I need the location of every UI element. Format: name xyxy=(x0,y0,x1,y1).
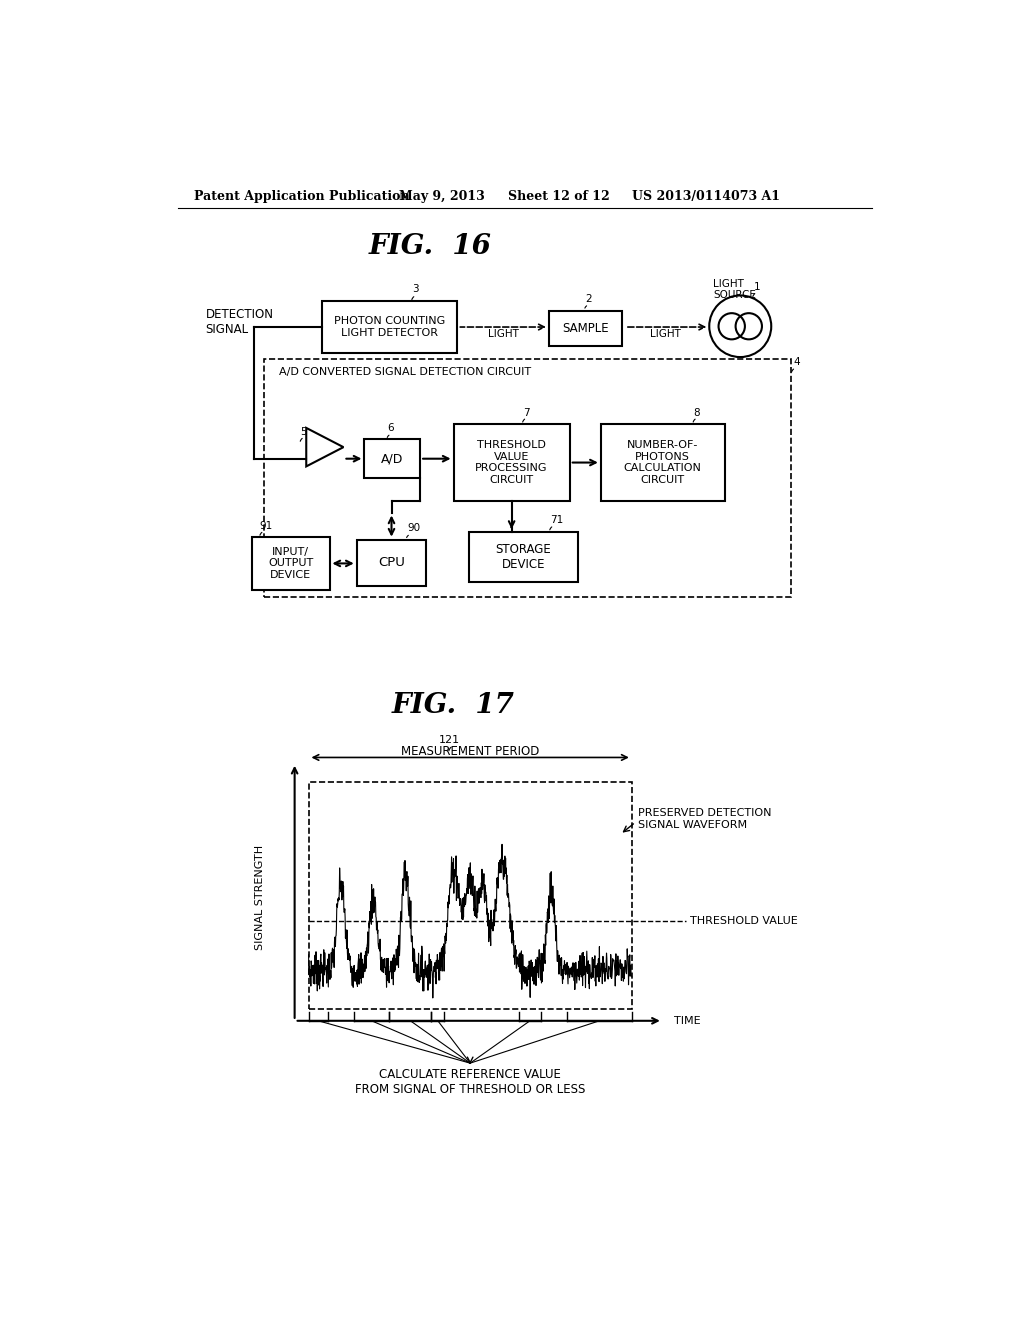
Text: CPU: CPU xyxy=(378,556,404,569)
Text: 71: 71 xyxy=(550,515,563,525)
FancyBboxPatch shape xyxy=(549,312,623,346)
Text: SAMPLE: SAMPLE xyxy=(562,322,609,335)
Text: US 2013/0114073 A1: US 2013/0114073 A1 xyxy=(632,190,779,203)
Text: FIG.  17: FIG. 17 xyxy=(392,692,515,718)
Text: 1: 1 xyxy=(755,282,761,292)
Text: 2: 2 xyxy=(586,294,592,305)
Text: PHOTON COUNTING
LIGHT DETECTOR: PHOTON COUNTING LIGHT DETECTOR xyxy=(334,317,445,338)
Text: 4: 4 xyxy=(793,356,800,367)
Text: 7: 7 xyxy=(523,408,529,417)
FancyBboxPatch shape xyxy=(469,532,578,582)
Text: May 9, 2013: May 9, 2013 xyxy=(399,190,485,203)
FancyBboxPatch shape xyxy=(308,781,632,1010)
Text: MEASUREMENT PERIOD: MEASUREMENT PERIOD xyxy=(401,744,540,758)
Text: 90: 90 xyxy=(407,523,420,533)
Text: LIGHT
SOURCE: LIGHT SOURCE xyxy=(713,279,756,300)
Text: FIG.  16: FIG. 16 xyxy=(369,234,492,260)
Text: STORAGE
DEVICE: STORAGE DEVICE xyxy=(496,543,551,570)
Text: DETECTION
SIGNAL: DETECTION SIGNAL xyxy=(206,309,273,337)
Text: LIGHT: LIGHT xyxy=(650,329,681,339)
FancyBboxPatch shape xyxy=(356,540,426,586)
Text: PRESERVED DETECTION
SIGNAL WAVEFORM: PRESERVED DETECTION SIGNAL WAVEFORM xyxy=(638,808,771,830)
FancyBboxPatch shape xyxy=(365,440,420,478)
Text: A/D: A/D xyxy=(381,453,403,465)
Text: THRESHOLD VALUE: THRESHOLD VALUE xyxy=(690,916,798,925)
Text: CALCULATE REFERENCE VALUE
FROM SIGNAL OF THRESHOLD OR LESS: CALCULATE REFERENCE VALUE FROM SIGNAL OF… xyxy=(355,1068,586,1097)
FancyBboxPatch shape xyxy=(601,424,725,502)
Text: A/D CONVERTED SIGNAL DETECTION CIRCUIT: A/D CONVERTED SIGNAL DETECTION CIRCUIT xyxy=(280,367,531,376)
Text: 91: 91 xyxy=(260,520,273,531)
Text: Patent Application Publication: Patent Application Publication xyxy=(194,190,410,203)
Text: THRESHOLD
VALUE
PROCESSING
CIRCUIT: THRESHOLD VALUE PROCESSING CIRCUIT xyxy=(475,440,548,484)
Text: LIGHT: LIGHT xyxy=(487,329,518,339)
Text: NUMBER-OF-
PHOTONS
CALCULATION
CIRCUIT: NUMBER-OF- PHOTONS CALCULATION CIRCUIT xyxy=(624,440,701,484)
Text: TIME: TIME xyxy=(675,1016,701,1026)
Text: INPUT/
OUTPUT
DEVICE: INPUT/ OUTPUT DEVICE xyxy=(268,546,313,579)
Text: SIGNAL STRENGTH: SIGNAL STRENGTH xyxy=(255,845,265,950)
Text: Sheet 12 of 12: Sheet 12 of 12 xyxy=(508,190,609,203)
Text: 3: 3 xyxy=(413,284,419,294)
Text: 5: 5 xyxy=(300,426,306,437)
Text: 6: 6 xyxy=(388,422,394,433)
Text: 121: 121 xyxy=(439,735,460,744)
FancyBboxPatch shape xyxy=(454,424,569,502)
Text: 8: 8 xyxy=(693,408,700,417)
FancyBboxPatch shape xyxy=(252,537,330,590)
FancyBboxPatch shape xyxy=(322,301,458,354)
FancyBboxPatch shape xyxy=(263,359,791,598)
